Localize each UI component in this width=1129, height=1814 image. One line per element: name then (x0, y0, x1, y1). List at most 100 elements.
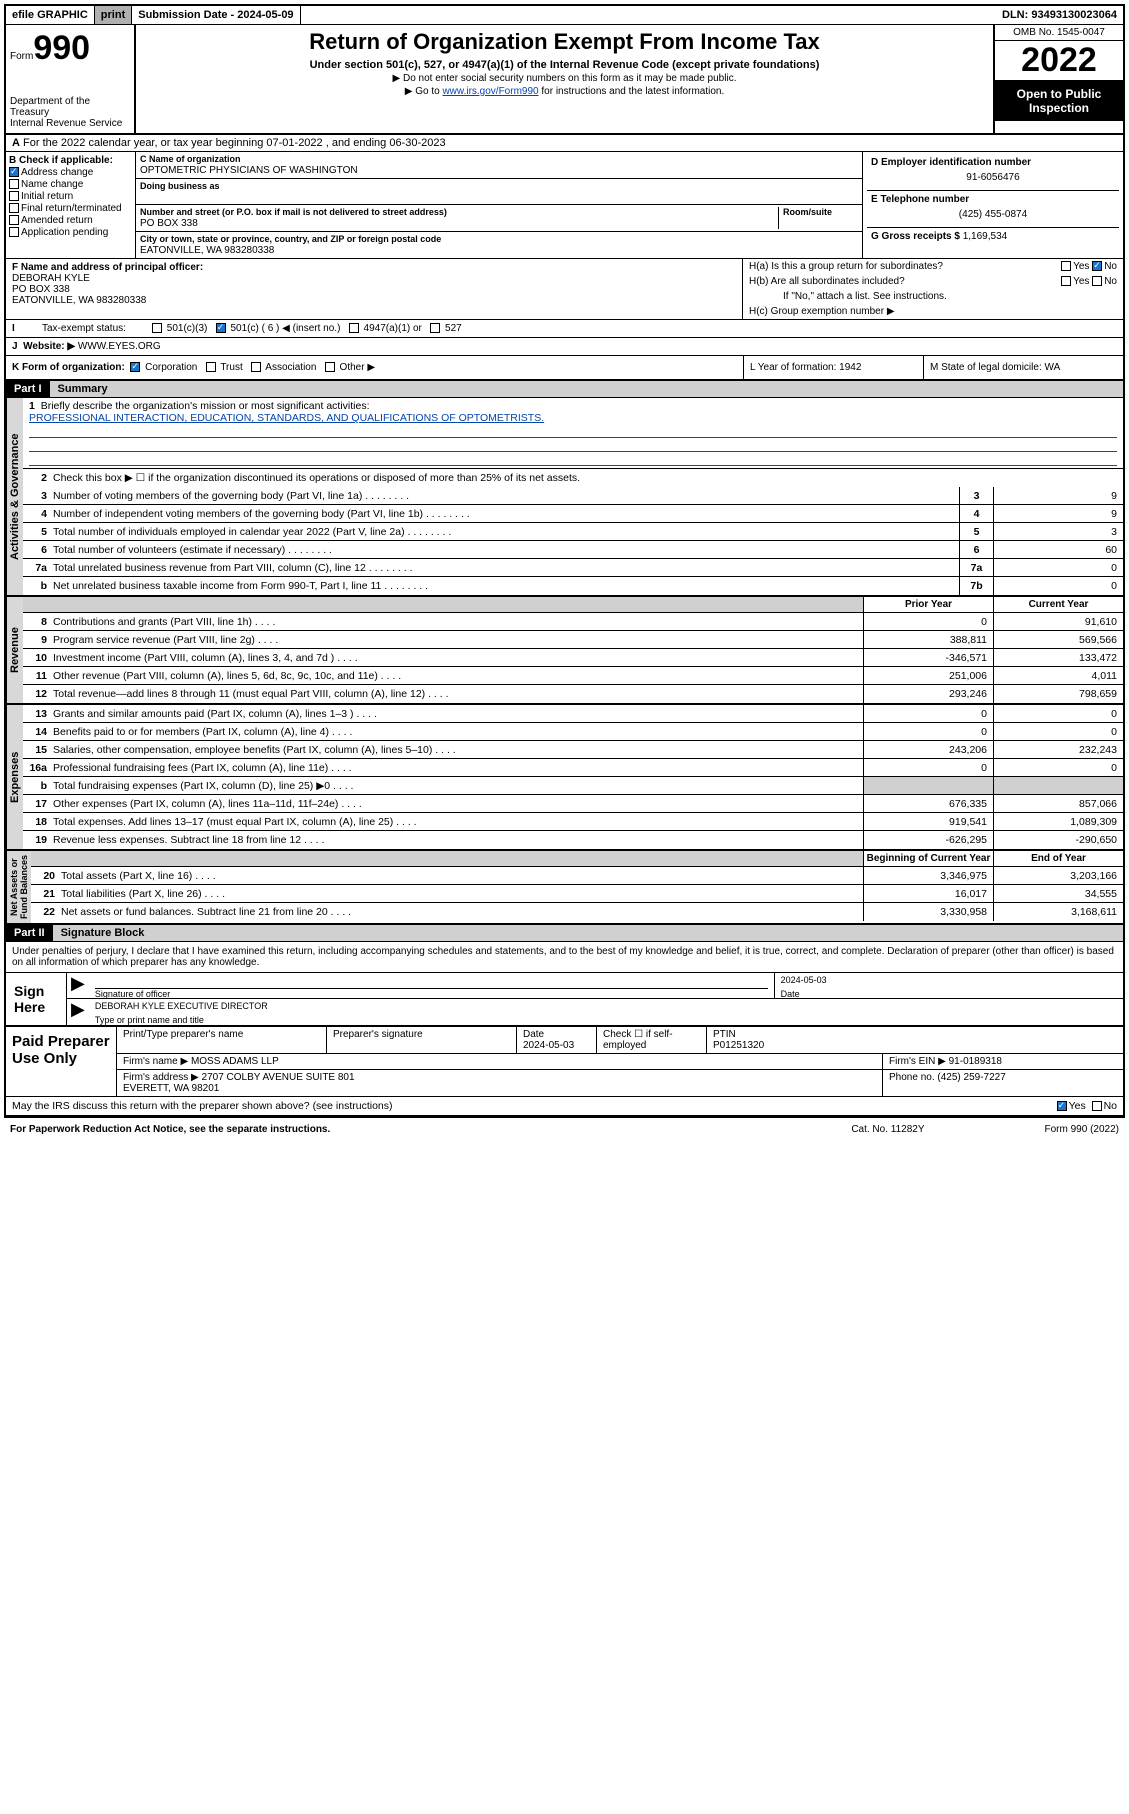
may-irs-discuss: May the IRS discuss this return with the… (6, 1097, 1123, 1116)
box-h: H(a) Is this a group return for subordin… (743, 259, 1123, 319)
org-form-opt[interactable]: Trust (203, 362, 248, 373)
part2-header: Part II Signature Block (6, 925, 1123, 942)
line-22: 22Net assets or fund balances. Subtract … (31, 903, 1123, 921)
firm-phone: (425) 259-7227 (937, 1072, 1005, 1083)
paid-preparer-label: Paid Preparer Use Only (6, 1027, 116, 1096)
box-b: B Check if applicable: Address changeNam… (6, 152, 136, 258)
part1-header: Part I Summary (6, 381, 1123, 398)
phone: (425) 455-0874 (871, 205, 1115, 224)
year-cell: OMB No. 1545-0047 2022 Open to Public In… (993, 25, 1123, 133)
line-16a: 16aProfessional fundraising fees (Part I… (23, 759, 1123, 777)
section-netassets: Net Assets or Fund Balances Beginning of… (6, 851, 1123, 925)
form-label: Form (10, 51, 33, 62)
line-15: 15Salaries, other compensation, employee… (23, 741, 1123, 759)
street-address: PO BOX 338 (140, 218, 198, 229)
officer-name: DEBORAH KYLE (12, 273, 90, 284)
line-3: 3Number of voting members of the governi… (23, 487, 1123, 505)
box-f: F Name and address of principal officer:… (6, 259, 743, 319)
submission-date: Submission Date - 2024-05-09 (132, 6, 300, 24)
netassets-col-headers: Beginning of Current YearEnd of Year (31, 851, 1123, 867)
gross-receipts: 1,169,534 (963, 231, 1008, 242)
line-18: 18Total expenses. Add lines 13–17 (must … (23, 813, 1123, 831)
form-number-cell: Form990 Department of the Treasury Inter… (6, 25, 136, 133)
tax-status-opt[interactable]: 501(c) ( 6 ) ◀ (insert no.) (216, 323, 349, 334)
officer-printed-name: DEBORAH KYLE EXECUTIVE DIRECTOR (95, 1001, 1117, 1015)
org-form-opt[interactable]: Association (248, 362, 322, 373)
sig-arrow-icon: ▶ (67, 973, 89, 998)
revenue-col-headers: Prior YearCurrent Year (23, 597, 1123, 613)
line-14: 14Benefits paid to or for members (Part … (23, 723, 1123, 741)
instruction-2: ▶ Go to www.irs.gov/Form990 for instruct… (144, 86, 985, 97)
omb-number: OMB No. 1545-0047 (995, 25, 1123, 41)
website-url: WWW.EYES.ORG (78, 341, 161, 352)
efile-label: efile GRAPHIC (6, 6, 95, 24)
row-a-taxyear: A For the 2022 calendar year, or tax yea… (6, 135, 1123, 152)
open-to-public: Open to Public Inspection (995, 81, 1123, 121)
row-j-website: J Website: ▶ WWW.EYES.ORG (6, 338, 1123, 356)
line-21: 21Total liabilities (Part X, line 26) . … (31, 885, 1123, 903)
section-expenses: Expenses 13Grants and similar amounts pa… (6, 705, 1123, 851)
box-d-e-g: D Employer identification number91-60564… (863, 152, 1123, 258)
sign-here-label: Sign Here (6, 973, 66, 1025)
tax-status-opt[interactable]: 4947(a)(1) or (349, 323, 430, 334)
line-b: bNet unrelated business taxable income f… (23, 577, 1123, 595)
checkbox-address-change[interactable]: Address change (9, 167, 132, 178)
paid-preparer-row: Paid Preparer Use Only Print/Type prepar… (6, 1027, 1123, 1097)
top-bar: efile GRAPHIC print Submission Date - 20… (6, 6, 1123, 25)
city-state-zip: EATONVILLE, WA 983280338 (140, 245, 274, 256)
vlabel-expenses: Expenses (6, 705, 23, 849)
org-form-opt[interactable]: Corporation (128, 362, 203, 373)
title-cell: Return of Organization Exempt From Incom… (136, 25, 993, 133)
line-10: 10Investment income (Part VIII, column (… (23, 649, 1123, 667)
line-5: 5Total number of individuals employed in… (23, 523, 1123, 541)
checkbox-amended-return[interactable]: Amended return (9, 215, 132, 226)
tax-year: 2022 (995, 41, 1123, 81)
tax-status-opt[interactable]: 501(c)(3) (152, 323, 216, 334)
box-k: K Form of organization: Corporation Trus… (6, 356, 743, 379)
row-klm: K Form of organization: Corporation Trus… (6, 356, 1123, 381)
line-1: 1 Briefly describe the organization's mi… (23, 398, 1123, 469)
section-revenue: Revenue Prior YearCurrent Year 8Contribu… (6, 597, 1123, 705)
line-4: 4Number of independent voting members of… (23, 505, 1123, 523)
row-i-tax-status: I Tax-exempt status: 501(c)(3) 501(c) ( … (6, 320, 1123, 338)
org-form-opt[interactable]: Other ▶ (322, 362, 381, 373)
sign-here-row: Sign Here ▶ Signature of officer 2024-05… (6, 973, 1123, 1027)
org-name: OPTOMETRIC PHYSICIANS OF WASHINGTON (140, 165, 358, 176)
dln: DLN: 93493130023064 (996, 6, 1123, 24)
box-c: C Name of organizationOPTOMETRIC PHYSICI… (136, 152, 863, 258)
line-9: 9Program service revenue (Part VIII, lin… (23, 631, 1123, 649)
signature-declaration: Under penalties of perjury, I declare th… (6, 942, 1123, 973)
line-12: 12Total revenue—add lines 8 through 11 (… (23, 685, 1123, 703)
row-fh: F Name and address of principal officer:… (6, 259, 1123, 320)
vlabel-revenue: Revenue (6, 597, 23, 703)
checkbox-name-change[interactable]: Name change (9, 179, 132, 190)
header: Form990 Department of the Treasury Inter… (6, 25, 1123, 135)
form-container: efile GRAPHIC print Submission Date - 20… (4, 4, 1125, 1118)
checkbox-initial-return[interactable]: Initial return (9, 191, 132, 202)
subtitle: Under section 501(c), 527, or 4947(a)(1)… (144, 59, 985, 71)
box-l: L Year of formation: 1942 (743, 356, 923, 379)
vlabel-netassets: Net Assets or Fund Balances (6, 851, 31, 923)
line-13: 13Grants and similar amounts paid (Part … (23, 705, 1123, 723)
department: Department of the Treasury Internal Reve… (10, 96, 130, 129)
line-8: 8Contributions and grants (Part VIII, li… (23, 613, 1123, 631)
form-number: 990 (33, 29, 90, 67)
tax-status-opt[interactable]: 527 (430, 323, 470, 334)
line-11: 11Other revenue (Part VIII, column (A), … (23, 667, 1123, 685)
ein: 91-6056476 (871, 168, 1115, 187)
checkbox-application-pending[interactable]: Application pending (9, 227, 132, 238)
firm-ein: 91-0189318 (949, 1056, 1002, 1067)
instruction-1: ▶ Do not enter social security numbers o… (144, 73, 985, 84)
print-button[interactable]: print (95, 6, 132, 24)
line-6: 6Total number of volunteers (estimate if… (23, 541, 1123, 559)
irs-link[interactable]: www.irs.gov/Form990 (442, 86, 538, 97)
footer: For Paperwork Reduction Act Notice, see … (4, 1122, 1125, 1137)
sig-arrow-icon-2: ▶ (67, 999, 89, 1025)
line-2: 2Check this box ▶ ☐ if the organization … (23, 469, 1123, 487)
checkbox-final-return-terminated[interactable]: Final return/terminated (9, 203, 132, 214)
ptin: P01251320 (713, 1040, 764, 1051)
line-20: 20Total assets (Part X, line 16) . . . .… (31, 867, 1123, 885)
line-19: 19Revenue less expenses. Subtract line 1… (23, 831, 1123, 849)
box-m: M State of legal domicile: WA (923, 356, 1123, 379)
section-governance: Activities & Governance 1 Briefly descri… (6, 398, 1123, 597)
